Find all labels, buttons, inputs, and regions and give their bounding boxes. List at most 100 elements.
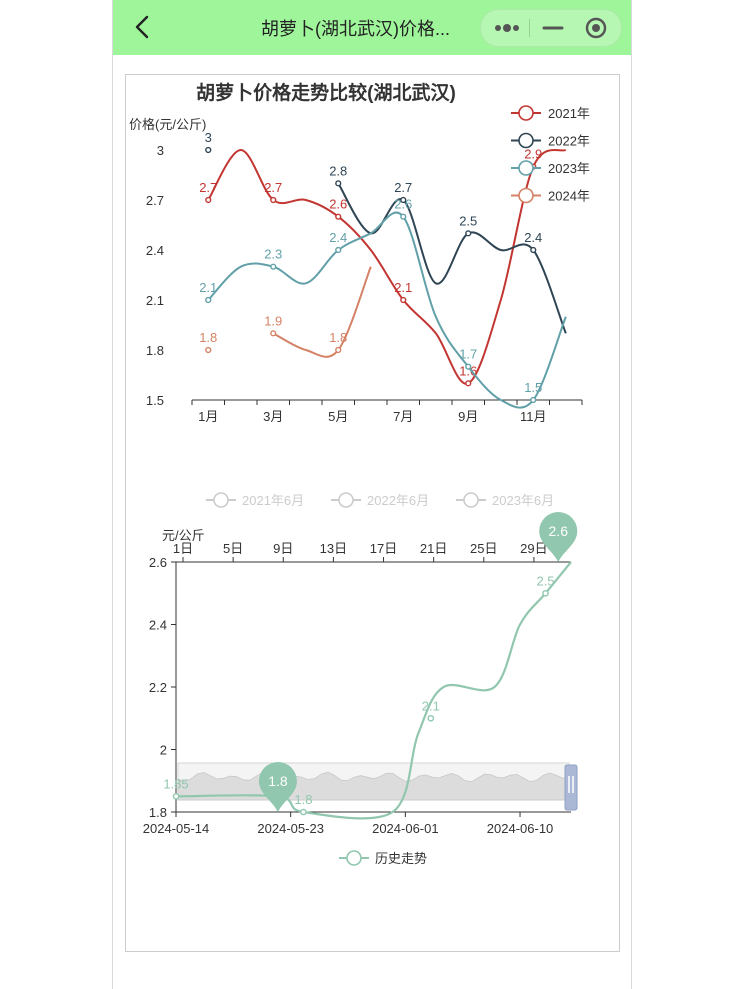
data-label: 1.6 (459, 363, 477, 378)
nav-bar: 胡萝卜(湖北武汉)价格... (113, 0, 631, 55)
legend-label: 2024年 (548, 189, 590, 204)
legend-marker (518, 132, 534, 149)
y-tick-label: 2 (160, 743, 167, 758)
x-tick-label: 9月 (458, 409, 478, 424)
y-tick-label: 2.7 (146, 193, 164, 208)
top-tick-label: 9日 (273, 541, 293, 556)
x-tick-label: 1月 (198, 409, 218, 424)
x-tick-label: 7月 (393, 409, 413, 424)
series-line-2021年 (207, 148, 567, 385)
data-label: 2.6 (394, 197, 412, 212)
data-point (270, 330, 277, 337)
bottom-tick-label: 2024-06-10 (487, 821, 553, 836)
data-point (205, 296, 212, 304)
legend-label: 2022年6月 (367, 493, 429, 508)
data-point (205, 146, 212, 154)
series-line-2022年 (337, 182, 567, 334)
data-label: 2.3 (264, 247, 282, 262)
data-label: 2.1 (199, 280, 217, 295)
bottom-tick-label: 2024-06-01 (372, 821, 439, 836)
legend-marker (518, 105, 534, 121)
chart-title: 胡萝卜价格走势比较(湖北武汉) (196, 81, 456, 104)
data-label: 1.5 (524, 380, 542, 395)
data-point (465, 363, 472, 370)
data-label: 2.5 (536, 573, 554, 588)
series-line-2023年 (207, 211, 567, 409)
data-label: 2.4 (329, 230, 347, 245)
data-label: 2.6 (329, 197, 347, 212)
legend-marker (338, 492, 354, 508)
close-target-icon[interactable] (584, 16, 608, 40)
legend-marker (213, 492, 229, 508)
data-point (270, 196, 277, 204)
y-tick-label: 2.2 (149, 680, 167, 695)
price-comparison-chart: 胡萝卜价格走势比较(湖北武汉) 价格(元/公斤) 1.5 1.8 2.1 2.4 2.7 3 1… (129, 81, 590, 424)
data-label: 2.1 (394, 280, 412, 295)
data-point (172, 793, 180, 800)
y-tick-label: 1.5 (146, 393, 164, 408)
datazoom-handle (564, 764, 578, 811)
x-tick-label: 3月 (263, 409, 283, 424)
data-label: 1.8 (199, 330, 217, 345)
data-label: 1.7 (459, 347, 477, 362)
legend-marker (463, 492, 479, 508)
legend-marker (346, 850, 362, 866)
series-line-2024年 (272, 266, 372, 358)
data-label: 2.7 (264, 180, 282, 195)
legend-label: 2021年6月 (242, 493, 304, 508)
y-tick-label: 2.4 (149, 618, 167, 633)
data-label: 1.9 (264, 313, 282, 328)
chart-container: 胡萝卜价格走势比较(湖北武汉) 价格(元/公斤) 1.5 1.8 2.1 2.4 2.7 3 1… (125, 74, 620, 952)
data-label: 2.8 (329, 163, 347, 178)
y-axis-label: 元/公斤 (162, 528, 205, 543)
legend-label: 2023年6月 (492, 493, 554, 508)
data-point (400, 296, 407, 304)
mark-point-pin-max (539, 512, 578, 562)
top-tick-label: 29日 (520, 541, 547, 556)
y-axis-label: 价格(元/公斤) (129, 117, 206, 132)
data-label: 1.85 (163, 776, 188, 791)
y-tick-label: 1.8 (146, 343, 164, 358)
legend-label: 2021年 (548, 106, 590, 121)
mark-point-label: 1.8 (268, 773, 288, 789)
x-tick-label: 5月 (328, 409, 348, 424)
data-point (465, 380, 472, 387)
top-tick-label: 17日 (370, 541, 397, 556)
data-label: 2.7 (199, 180, 217, 195)
data-label: 1.8 (294, 792, 312, 807)
y-tick-label: 3 (157, 143, 164, 158)
y-tick-label: 2.6 (149, 555, 167, 570)
data-point (465, 230, 472, 237)
legend-label: 历史走势 (375, 851, 427, 866)
data-point (530, 246, 537, 254)
legend-marker (518, 187, 534, 204)
data-label: 2.7 (394, 180, 412, 195)
data-point (400, 213, 407, 220)
data-point (270, 263, 277, 270)
mark-point-label: 2.6 (549, 523, 569, 539)
data-point (335, 246, 342, 254)
data-point (205, 196, 212, 204)
data-point (300, 808, 307, 816)
phone-screen: 胡萝卜(湖北武汉)价格... 胡萝卜价格走势比较(湖北武汉) 价格(元/公斤) 1.… (112, 0, 632, 989)
data-label: 2.9 (524, 147, 542, 162)
data-label: 3 (205, 130, 212, 145)
legend-label: 2022年 (548, 134, 590, 149)
x-tick-label: 11月 (520, 409, 547, 424)
data-point (542, 589, 549, 597)
minimize-icon[interactable] (541, 20, 565, 36)
legend-marker (518, 160, 534, 176)
data-point (427, 714, 435, 722)
data-label: 2.1 (422, 698, 440, 713)
bottom-tick-label: 2024-05-23 (257, 821, 324, 836)
legend-label: 2023年 (548, 161, 590, 176)
back-arrow-icon[interactable] (131, 13, 155, 41)
y-tick-label: 2.4 (146, 243, 164, 258)
data-point (530, 396, 537, 404)
data-point (335, 346, 342, 354)
more-options-icon[interactable] (493, 20, 521, 36)
data-label: 2.4 (524, 230, 542, 245)
y-tick-label: 1.8 (149, 805, 167, 820)
data-point (400, 196, 407, 204)
